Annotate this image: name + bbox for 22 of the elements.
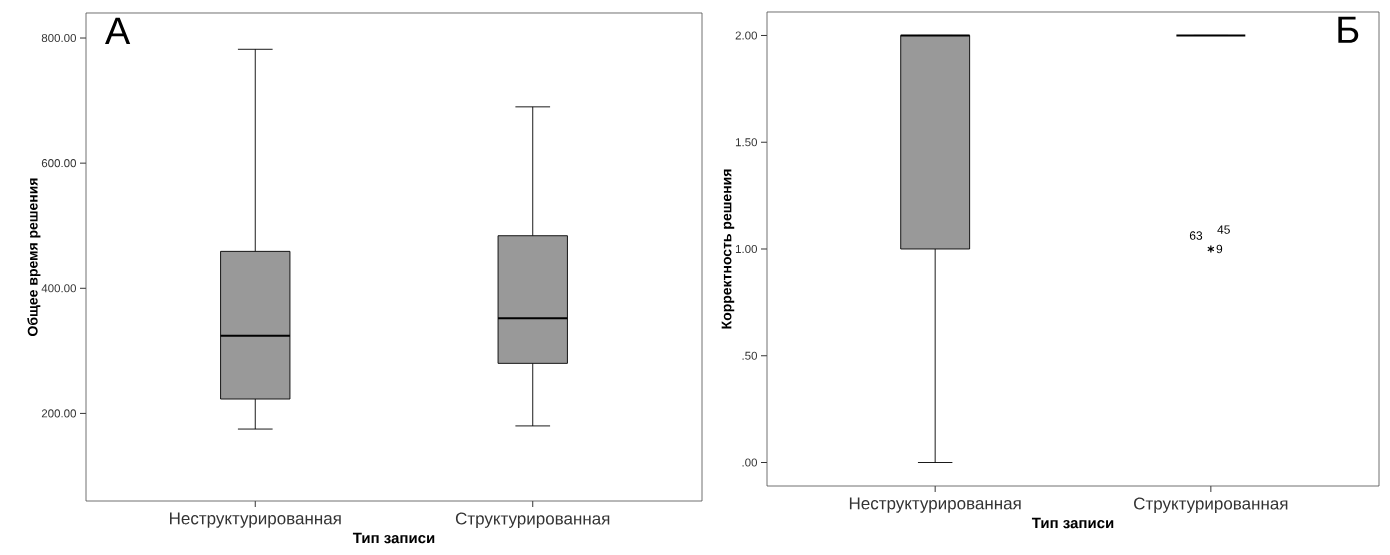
y-tick-label: 200.00	[41, 409, 77, 418]
chart-title: А	[105, 17, 131, 44]
y-tick-label: 600.00	[41, 159, 77, 168]
annotation: 45	[1217, 225, 1230, 234]
chart-title: Б	[1338, 16, 1359, 43]
x-tick-label: Структурированная	[455, 512, 610, 528]
y-axis-title: Корректность решения	[721, 169, 735, 329]
x-axis-title: Тип записи	[352, 532, 435, 544]
x-axis-title: Тип записи	[1031, 517, 1114, 529]
y-tick-label: 2.00	[735, 31, 758, 40]
y-tick-label: .50	[742, 351, 758, 360]
annotation: 9	[1216, 244, 1223, 254]
x-tick-label: Структурированная	[1134, 497, 1288, 513]
y-axis-title: Общее время решения	[27, 178, 41, 336]
y-tick-label: 800.00	[41, 33, 77, 43]
annotation: 63	[1189, 231, 1203, 240]
y-tick-label: 1.50	[735, 138, 758, 147]
y-tick-label: 400.00	[41, 284, 77, 293]
x-tick-label: Неструктурированная	[170, 512, 341, 528]
x-tick-label: Неструктурированная	[849, 497, 1021, 513]
y-tick-label: .00	[742, 458, 758, 467]
y-tick-label: 1.00	[735, 244, 758, 254]
